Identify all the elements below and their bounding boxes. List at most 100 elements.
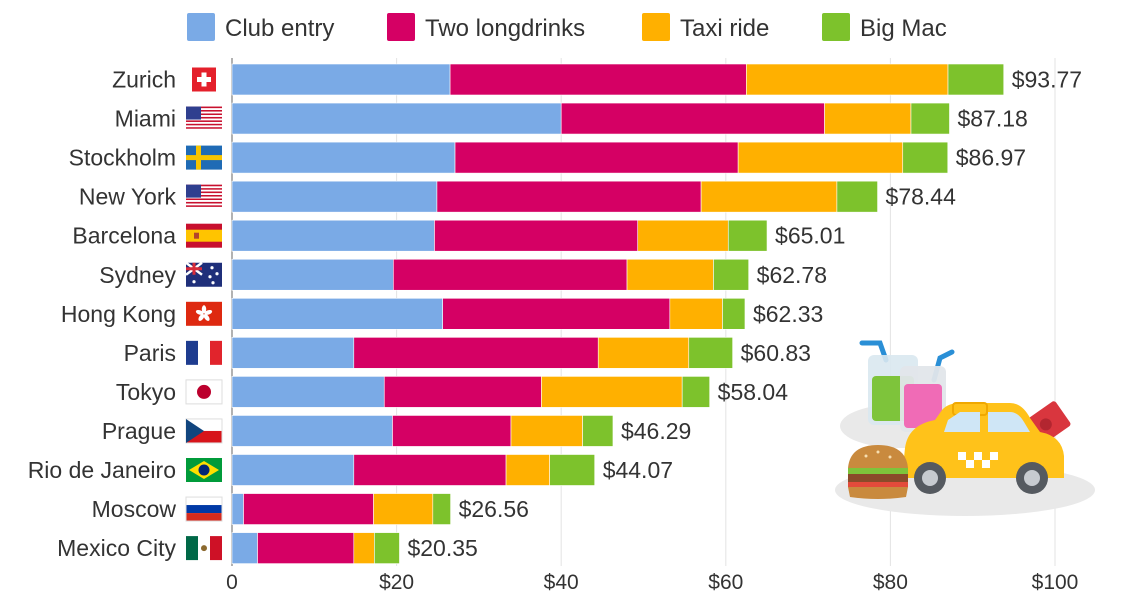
bar-segment-two-longdrinks [560, 102, 825, 135]
city-label: Miami [115, 106, 176, 132]
bar-row: Barcelona $65.01 [72, 219, 845, 252]
flag-australia-icon [185, 261, 222, 287]
bar-segment-club-entry [231, 376, 385, 408]
bar-segment-big-mac [582, 415, 614, 447]
flag-usa-icon [186, 106, 222, 131]
bar-segment-two-longdrinks [449, 63, 747, 96]
bar-segment-big-mac [902, 141, 949, 174]
bar-segment-taxi-ride [626, 258, 714, 291]
bar-segment-club-entry [231, 102, 562, 135]
legend-swatch-taxi-ride [642, 13, 670, 41]
bar-segment-two-longdrinks [353, 454, 507, 486]
bar-segment-big-mac [910, 102, 950, 135]
flag-japan-icon [185, 379, 223, 405]
x-tick-label: $60 [708, 571, 743, 591]
taxi-icon [902, 402, 1064, 494]
bar-segment-big-mac [374, 532, 400, 564]
flag-sweden-icon [186, 145, 222, 170]
legend-label-big-mac: Big Mac [860, 15, 947, 42]
city-label: Sydney [99, 262, 176, 288]
bar-segment-big-mac [432, 493, 451, 525]
bar-segment-two-longdrinks [383, 376, 542, 408]
bar-segment-two-longdrinks [353, 337, 599, 369]
total-label: $26.56 [459, 496, 529, 522]
city-label: Zurich [112, 67, 176, 93]
bar-row: Tokyo $58.04 [116, 376, 789, 408]
bar-segment-taxi-ride [597, 337, 690, 369]
flag-russia-icon [185, 496, 223, 522]
bar-rows: Zurich $93.77 Miami $87.18 Stockholm $86.97 Ne… [28, 63, 1082, 564]
total-label: $86.97 [956, 145, 1026, 171]
total-label: $46.29 [621, 418, 691, 444]
burger-icon [848, 445, 908, 499]
bar-segment-taxi-ride [746, 63, 949, 96]
bar-row: Mexico City $20.35 [57, 532, 478, 564]
bar-segment-big-mac [947, 63, 1005, 96]
total-label: $44.07 [603, 457, 673, 483]
legend-label-taxi-ride: Taxi ride [680, 15, 769, 42]
city-label: Barcelona [72, 223, 176, 249]
bar-segment-club-entry [231, 493, 244, 525]
total-label: $78.44 [886, 184, 957, 210]
total-label: $58.04 [718, 379, 789, 405]
city-label: Tokyo [116, 379, 176, 405]
bar-segment-club-entry [231, 219, 435, 252]
bar-segment-club-entry [231, 258, 394, 291]
bar-row: Rio de Janeiro $44.07 [28, 454, 673, 486]
bar-segment-taxi-ride [737, 141, 904, 174]
bar-segment-two-longdrinks [257, 532, 355, 564]
flag-mexico-icon [186, 536, 222, 561]
city-label: Paris [124, 340, 176, 366]
city-label: Rio de Janeiro [28, 457, 176, 483]
bar-segment-taxi-ride [510, 415, 583, 447]
bar-segment-taxi-ride [824, 102, 912, 135]
flag-brazil-icon [186, 458, 222, 482]
bar-segment-club-entry [231, 141, 456, 174]
bar-segment-big-mac [722, 297, 746, 330]
legend: Club entry Two longdrinks Taxi ride Big Mac [187, 13, 947, 42]
flag-usa-icon [186, 184, 222, 209]
bar-segment-taxi-ride [700, 180, 838, 213]
x-tick-label: 0 [226, 571, 238, 591]
bar-segment-club-entry [231, 180, 438, 213]
bar-segment-club-entry [231, 532, 258, 564]
bar-segment-two-longdrinks [392, 415, 512, 447]
bar-segment-big-mac [713, 258, 749, 291]
legend-swatch-club-entry [187, 13, 215, 41]
legend-label-two-longdrinks: Two longdrinks [425, 15, 585, 42]
flag-spain-icon [186, 223, 222, 248]
nightlife-illustration [835, 340, 1095, 516]
x-tick-label: $20 [379, 571, 414, 591]
total-label: $62.33 [753, 301, 823, 327]
flag-france-icon [186, 340, 222, 365]
bar-segment-big-mac [688, 337, 733, 369]
bar-row: New York $78.44 [79, 180, 957, 213]
flag-switzerland-icon [192, 67, 216, 92]
bar-segment-club-entry [231, 454, 355, 486]
bar-segment-big-mac [727, 219, 768, 252]
total-label: $93.77 [1012, 67, 1082, 93]
bar-row: Stockholm $86.97 [69, 141, 1026, 174]
bar-segment-taxi-ride [353, 532, 375, 564]
x-tick-label: $100 [1032, 571, 1079, 591]
legend-swatch-two-longdrinks [387, 13, 415, 41]
total-label: $62.78 [757, 262, 827, 288]
total-label: $65.01 [775, 223, 845, 249]
city-label: New York [79, 184, 177, 210]
bar-segment-two-longdrinks [442, 297, 671, 330]
bar-segment-taxi-ride [541, 376, 683, 408]
bar-row: Zurich $93.77 [112, 63, 1082, 96]
total-label: $60.83 [741, 340, 811, 366]
x-axis: 0 $20 $40 $60 $80 $100 [226, 571, 1078, 591]
city-label: Mexico City [57, 535, 176, 561]
bar-row: Hong Kong $62.33 [61, 297, 823, 330]
bar-segment-taxi-ride [505, 454, 550, 486]
bar-segment-two-longdrinks [434, 219, 639, 252]
bar-segment-big-mac [681, 376, 710, 408]
bar-segment-club-entry [231, 297, 443, 330]
flag-czech-icon [185, 418, 223, 444]
x-tick-label: $80 [873, 571, 908, 591]
bar-segment-taxi-ride [669, 297, 723, 330]
bar-segment-club-entry [231, 63, 451, 96]
